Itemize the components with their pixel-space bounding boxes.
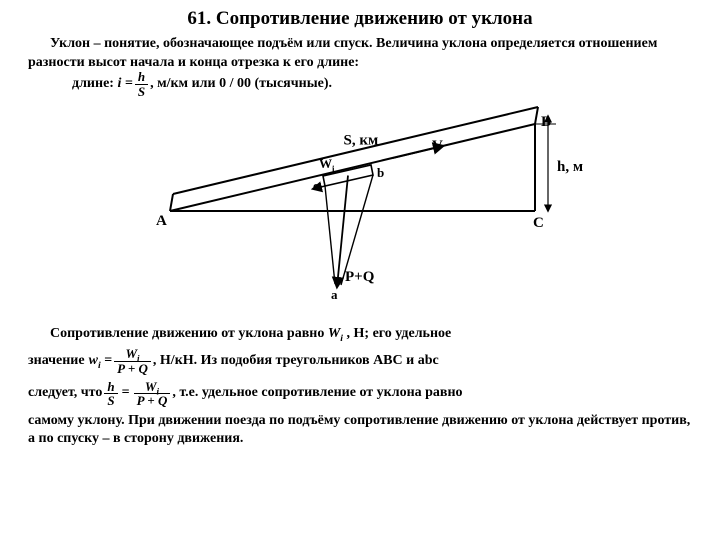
Wi-sym: Wi — [328, 326, 343, 341]
svg-text:a: a — [331, 287, 338, 302]
eq1-lhs: длине: i = — [72, 75, 133, 93]
p3b: , Н/кН. Из подобия треугольников АВС и a… — [153, 352, 439, 370]
intro-paragraph: Уклон – понятие, обозначающее подъём или… — [28, 35, 692, 72]
p5: самому уклону. При движении поезда по по… — [28, 412, 692, 449]
p3: значение wi = Wi P + Q , Н/кН. Из подоби… — [28, 347, 692, 375]
incline-diagram: A B C S, км Vh, м P+Q a b cWi — [28, 104, 692, 320]
svg-text:B: B — [541, 114, 551, 130]
p3a: значение — [28, 352, 85, 370]
eq3-eq: = — [122, 384, 130, 402]
eq2-frac: Wi P + Q — [114, 347, 151, 375]
p4a: следует, что — [28, 384, 102, 402]
svg-text:Wi: Wi — [319, 156, 335, 174]
p2b: , Н; его удельное — [347, 326, 452, 341]
svg-text:A: A — [156, 213, 167, 229]
intro-text-a: Уклон – понятие, обозначающее подъём или… — [28, 36, 657, 69]
eq2-lhs: wi = — [89, 352, 113, 370]
intro-text-b: , м/км или 0 / 00 (тысячные). — [150, 75, 332, 93]
eq1-frac: h S — [135, 70, 148, 98]
p2: Сопротивление движению от уклона равно W… — [28, 325, 692, 343]
p4b: , т.е. удельное сопротивление от уклона … — [172, 384, 462, 402]
eq3a-frac: h S — [104, 380, 117, 408]
page-title: 61. Сопротивление движению от уклона — [28, 6, 692, 31]
eq3b-frac: Wi P + Q — [134, 380, 171, 408]
svg-text:C: C — [533, 215, 544, 231]
svg-text:P+Q: P+Q — [345, 269, 375, 285]
svg-text:c: c — [313, 178, 319, 193]
svg-text:h, м: h, м — [557, 159, 583, 175]
p2a: Сопротивление движению от уклона равно — [50, 326, 328, 341]
p4: следует, что h S = Wi P + Q , т.е. удель… — [28, 380, 692, 408]
svg-text:V: V — [432, 138, 443, 154]
eq1-row: длине: i = h S , м/км или 0 / 00 (тысячн… — [28, 70, 692, 98]
svg-text:b: b — [377, 165, 384, 180]
svg-text:S, км: S, км — [344, 133, 379, 149]
